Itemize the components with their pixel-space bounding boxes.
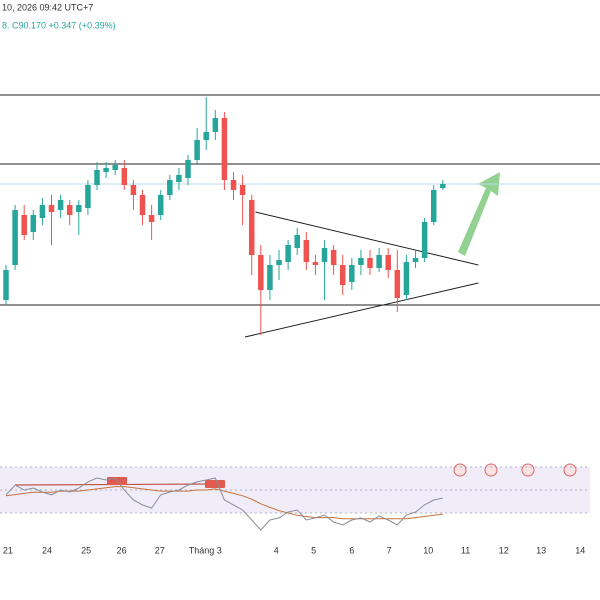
header-date: 10, 2026 09:42 UTC+7 <box>2 2 93 12</box>
trendline <box>244 282 479 338</box>
candle-body <box>130 185 137 195</box>
candle-body <box>12 210 18 265</box>
candle-body <box>112 165 118 170</box>
candle-body <box>94 170 100 185</box>
event-icon <box>563 463 577 477</box>
candle-body <box>121 168 128 185</box>
event-icon <box>521 463 535 477</box>
x-tick-label: 12 <box>499 545 509 555</box>
candle-body <box>57 200 64 210</box>
candle-body <box>48 205 55 212</box>
candle-body <box>421 222 428 258</box>
candle-body <box>185 160 191 178</box>
candle-body <box>285 245 291 262</box>
candle-body <box>148 215 155 222</box>
x-tick-label: Tháng 3 <box>189 545 222 555</box>
candle-body <box>176 175 182 182</box>
candle-body <box>167 180 173 195</box>
candle-body <box>303 240 310 262</box>
x-tick-label: 24 <box>42 545 52 555</box>
rsi-tag <box>205 480 225 488</box>
candle-body <box>312 262 319 265</box>
candle-body <box>440 184 446 188</box>
x-tick-label: 7 <box>387 545 392 555</box>
candle-body <box>385 255 391 270</box>
candle-body <box>403 262 410 295</box>
candle-body <box>321 248 328 262</box>
candle-body <box>194 140 200 160</box>
event-icon <box>484 463 498 477</box>
candle-body <box>267 265 273 290</box>
candle-body <box>21 215 27 235</box>
trend-arrow <box>458 172 500 256</box>
x-tick-label: 10 <box>423 545 433 555</box>
candle-body <box>248 200 255 255</box>
quote: 8. C90.170 +0.347 (+0.39%) <box>2 20 116 30</box>
x-tick-label: 25 <box>81 545 91 555</box>
candle-body <box>39 205 46 218</box>
event-icon <box>453 463 467 477</box>
candle-body <box>3 270 9 300</box>
trendline <box>255 211 479 266</box>
x-tick-label: 26 <box>117 545 127 555</box>
x-tick-label: 4 <box>274 545 279 555</box>
candle-body <box>239 185 246 195</box>
x-tick-label: 11 <box>461 545 470 555</box>
x-tick-label: 13 <box>536 545 546 555</box>
x-tick-label: 6 <box>349 545 354 555</box>
candle-body <box>258 255 264 290</box>
candle-body <box>349 265 355 282</box>
candle-body <box>157 195 164 215</box>
candle-body <box>66 205 73 215</box>
candle-body <box>85 185 91 208</box>
candle-body <box>203 132 209 140</box>
candle-body <box>430 190 437 222</box>
candle-body <box>139 195 146 215</box>
candle-body <box>358 258 364 265</box>
candle-body <box>30 215 37 232</box>
x-tick-label: 27 <box>155 545 165 555</box>
candle-body <box>212 118 219 132</box>
candle-body <box>221 118 228 180</box>
candle-body <box>376 255 382 268</box>
candle-body <box>294 235 300 248</box>
x-tick-label: 14 <box>575 545 585 555</box>
rsi-ma-line <box>5 486 443 520</box>
candle-body <box>394 270 401 298</box>
candle-body <box>330 250 337 265</box>
candle-body <box>230 180 237 190</box>
x-tick-label: 21 <box>3 545 13 555</box>
candle-body <box>367 258 373 268</box>
candle-body <box>103 168 109 172</box>
candle-body <box>76 205 82 212</box>
candle-body <box>412 258 419 262</box>
candle-body <box>276 260 282 265</box>
x-tick-label: 5 <box>311 545 316 555</box>
candle-body <box>339 265 346 285</box>
rsi-line <box>5 477 443 531</box>
